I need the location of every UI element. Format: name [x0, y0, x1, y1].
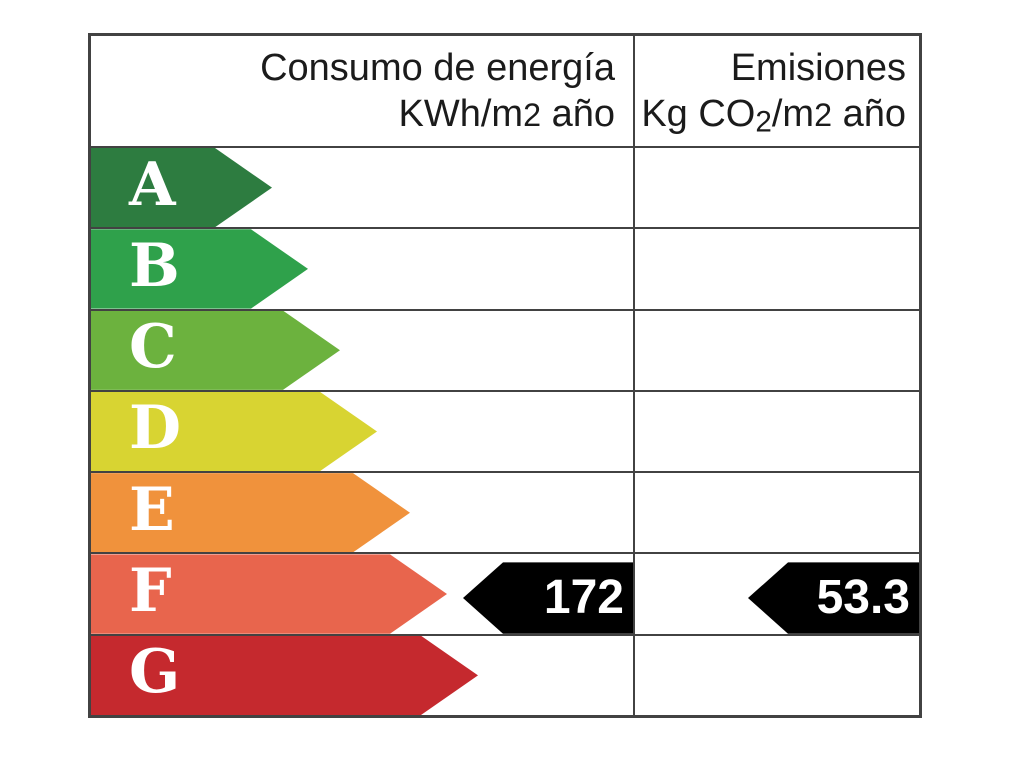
- consumption-value: 172: [543, 571, 624, 625]
- emissions-title: Emisiones: [730, 47, 906, 89]
- band-row-d: D: [91, 391, 919, 474]
- energy-rating-table: Consumo de energía KWh/m2 año Emisiones …: [88, 33, 922, 718]
- band-arrow-c: C: [91, 311, 340, 390]
- emissions-value: 53.3: [816, 571, 910, 625]
- column-divider-line: [633, 36, 635, 146]
- band-row-b: B: [91, 229, 919, 311]
- band-letter-a: A: [129, 149, 176, 220]
- band-row-e: E: [91, 473, 919, 555]
- consumption-column-header: Consumo de energía KWh/m2 año: [91, 36, 633, 146]
- emissions-value-arrow: 53.3: [748, 562, 919, 634]
- band-letter-f: F: [129, 556, 172, 627]
- band-arrow-a: A: [91, 148, 272, 227]
- column-divider-line: [633, 148, 635, 228]
- column-divider-line: [633, 473, 635, 553]
- band-row-f: F 172 53.3: [91, 554, 919, 636]
- band-arrow-e: E: [91, 473, 410, 552]
- consumption-value-arrow: 172: [463, 562, 633, 634]
- band-row-c: C: [91, 310, 919, 392]
- band-row-g: G: [91, 635, 919, 715]
- emissions-unit-subscript: 2: [755, 105, 772, 139]
- column-divider-line: [633, 310, 635, 390]
- consumption-unit: KWh/m2 año: [398, 93, 616, 135]
- band-letter-b: B: [129, 230, 180, 301]
- band-letter-d: D: [129, 393, 182, 464]
- column-divider-line: [633, 635, 635, 715]
- emissions-unit-exponent: 2: [814, 97, 833, 133]
- consumption-title: Consumo de energía: [260, 47, 615, 89]
- band-letter-c: C: [129, 312, 177, 383]
- band-arrow-b: B: [91, 229, 308, 308]
- column-divider-line: [633, 229, 635, 309]
- band-arrow-f: F: [91, 554, 447, 633]
- emissions-column-header: Emisiones Kg CO2/m2 año: [635, 36, 919, 146]
- column-divider-line: [633, 391, 635, 472]
- band-letter-e: E: [129, 474, 175, 545]
- band-row-a: A: [91, 148, 919, 230]
- table-header-row: Consumo de energía KWh/m2 año Emisiones …: [91, 36, 919, 148]
- emissions-unit: Kg CO2/m2 año: [641, 93, 906, 139]
- band-arrow-d: D: [91, 392, 377, 471]
- band-letter-g: G: [129, 637, 181, 708]
- column-divider-line: [633, 554, 635, 634]
- band-arrow-g: G: [91, 636, 478, 715]
- consumption-unit-exponent: 2: [523, 97, 542, 133]
